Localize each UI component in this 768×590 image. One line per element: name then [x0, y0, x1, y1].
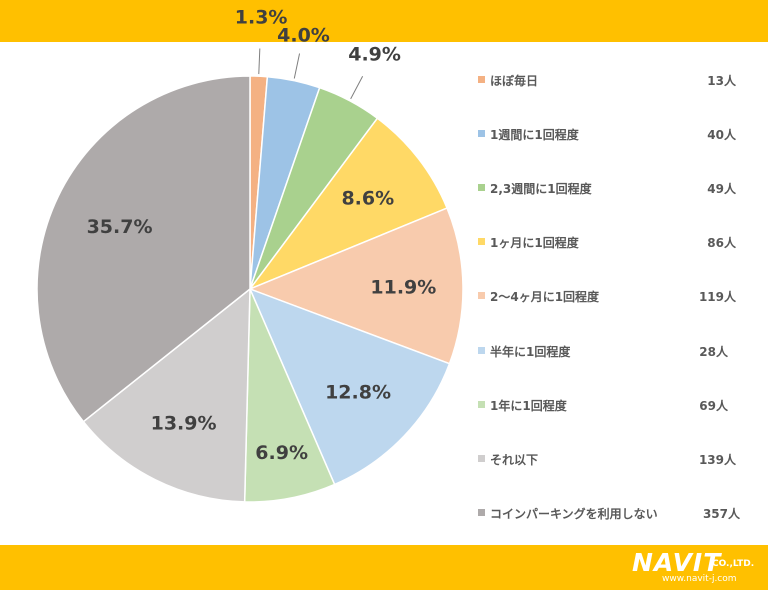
slice-percent-label: 12.8%	[325, 382, 391, 404]
pie-slice	[248, 287, 451, 486]
pie-slice	[82, 287, 251, 503]
legend-swatch	[478, 238, 485, 246]
logo-wordmark: NAVIT	[632, 548, 722, 577]
legend-count: 357人	[702, 506, 740, 521]
pie-slice	[36, 75, 251, 423]
legend-swatch	[478, 292, 485, 300]
slice-percent-label: 4.9%	[348, 44, 401, 66]
leader-line	[350, 76, 364, 100]
legend-label: 1ヶ月に1回程度	[490, 236, 579, 251]
legend-count: 86人	[707, 236, 736, 251]
slice-percent-label: 8.6%	[341, 188, 394, 210]
slice-percent-label: 1.3%	[235, 7, 288, 29]
pie-slices	[36, 75, 464, 503]
slice-percent-label: 13.9%	[151, 412, 217, 434]
leader-lines	[258, 48, 364, 100]
slice-percent-label: 4.0%	[277, 25, 330, 47]
legend-label: ほぼ毎日	[490, 74, 539, 88]
legend-label: それ以下	[490, 452, 539, 467]
pie-slice	[247, 117, 449, 291]
leader-line	[258, 48, 261, 75]
legend-swatch	[478, 184, 485, 192]
legend-item: ほぼ毎日 13人	[478, 72, 748, 88]
leader-line	[293, 53, 301, 79]
legend-swatch	[478, 346, 485, 354]
legend-item: 1週間に1回程度 40人	[478, 126, 748, 142]
legend-item: それ以下 139人	[478, 451, 748, 467]
navit-logo: NAVIT CO.,LTD. www.navit-j.com	[632, 548, 760, 588]
bottom-footer-band	[0, 545, 768, 590]
legend-count: 139人	[698, 452, 736, 467]
legend-count: 28人	[699, 344, 728, 359]
legend-count: 49人	[707, 182, 736, 197]
legend-swatch	[478, 76, 485, 83]
legend-item: 半年に1回程度 28人	[478, 343, 748, 359]
slice-percent-label: 35.7%	[87, 216, 153, 238]
legend-label: 2〜4ヶ月に1回程度	[490, 290, 600, 305]
legend-count: 119人	[698, 290, 736, 305]
legend-count: 40人	[707, 128, 736, 143]
legend-swatch	[478, 400, 485, 408]
data-labels: 1.3%4.0% 4.9% 8.6% 11.9% 12.8% 6.9% 13.9% 35.7%	[87, 7, 437, 465]
pie-chart: 1.3%4.0% 4.9% 8.6% 11.9% 12.8% 6.9% 13.9% 35.7%	[36, 7, 464, 503]
legend-label: 1年に1回程度	[490, 398, 567, 413]
logo-url: www.navit-j.com	[662, 574, 737, 584]
legend-count: 13人	[707, 74, 736, 88]
legend-item: 1ヶ月に1回程度 86人	[478, 234, 748, 250]
legend-item: コインパーキングを利用しない 357人	[478, 505, 748, 521]
legend-swatch	[478, 508, 485, 516]
legend-label: 1週間に1回程度	[490, 128, 579, 143]
legend-label: 半年に1回程度	[490, 344, 571, 359]
legend-item: 2〜4ヶ月に1回程度 119人	[478, 288, 748, 304]
logo-company-suffix: CO.,LTD.	[712, 559, 755, 569]
slice-percent-label: 11.9%	[370, 277, 436, 299]
slice-percent-label: 6.9%	[255, 442, 308, 464]
legend-count: 69人	[699, 398, 728, 413]
legend-item: 2,3週間に1回程度 49人	[478, 180, 748, 196]
legend-swatch	[478, 454, 485, 462]
legend-label: コインパーキングを利用しない	[490, 506, 658, 521]
legend-item: 1年に1回程度 69人	[478, 397, 748, 413]
pie-slice	[247, 207, 464, 365]
top-header-band	[0, 0, 768, 42]
legend-label: 2,3週間に1回程度	[490, 182, 592, 197]
legend-swatch	[478, 130, 485, 138]
